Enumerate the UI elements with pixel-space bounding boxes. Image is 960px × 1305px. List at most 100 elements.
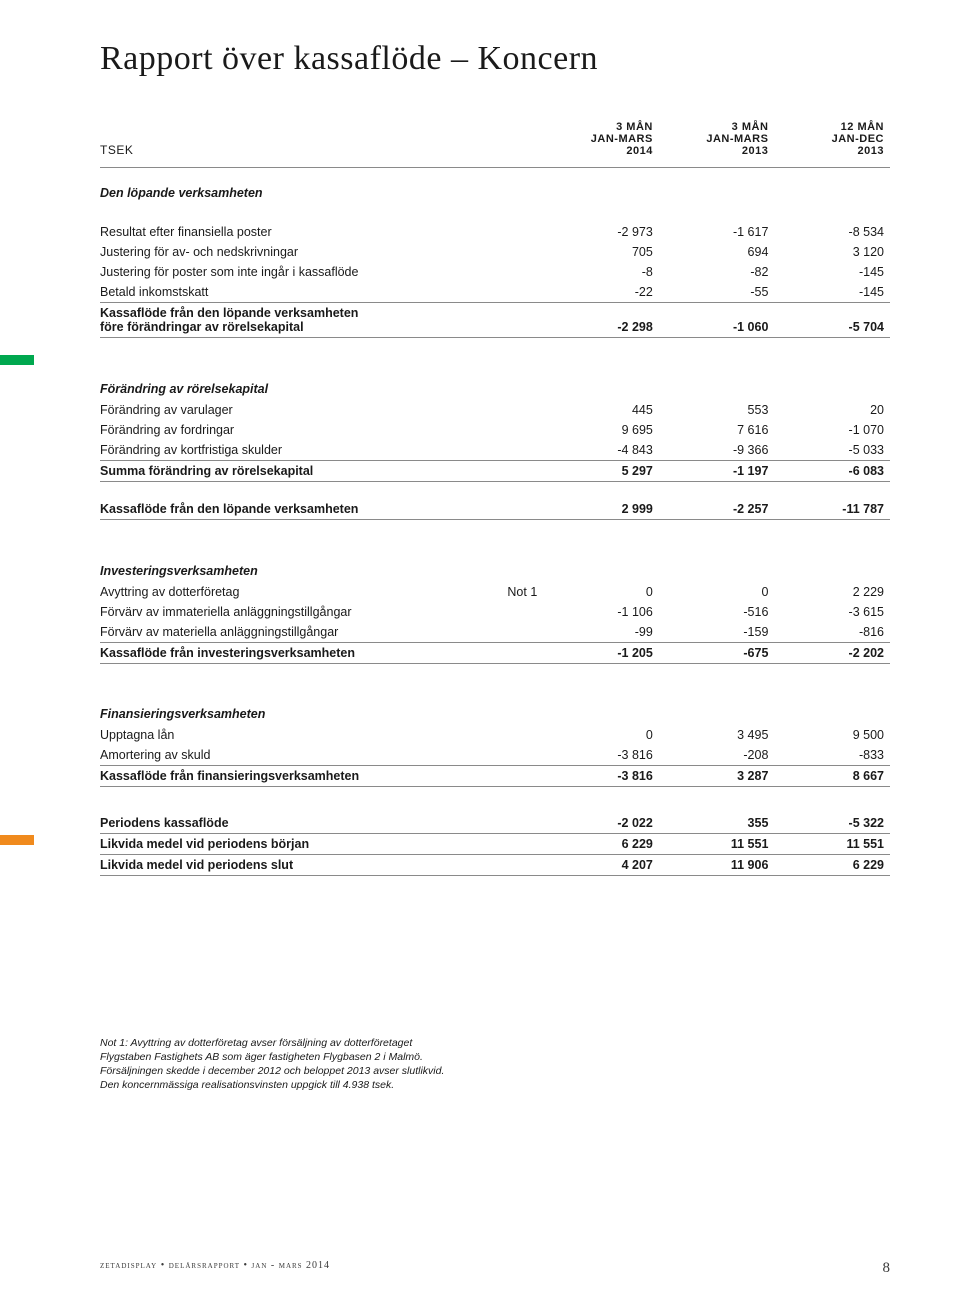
cell-value: -1 070	[774, 420, 890, 440]
cell-note	[480, 338, 543, 364]
cell-label: Justering för av- och nedskrivningar	[100, 242, 480, 262]
cell-value	[543, 520, 659, 546]
cell-value: 2 999	[543, 499, 659, 520]
table-row: Förändring av fordringar9 6957 616-1 070	[100, 420, 890, 440]
table-row: Investeringsverksamheten	[100, 546, 890, 582]
table-row: Amortering av skuld-3 816-208-833	[100, 745, 890, 766]
cell-value: 6 229	[543, 833, 659, 854]
cell-value	[659, 364, 775, 400]
cell-value	[659, 520, 775, 546]
table-row: Periodens kassaflöde-2 022355-5 322	[100, 813, 890, 834]
cell-label: Likvida medel vid periodens slut	[100, 854, 480, 875]
cell-label	[100, 204, 480, 222]
table-row	[100, 204, 890, 222]
table-row: Justering för av- och nedskrivningar7056…	[100, 242, 890, 262]
cell-value: -4 843	[543, 440, 659, 461]
cell-label: Förändring av rörelsekapital	[100, 364, 480, 400]
table-row	[100, 663, 890, 689]
cell-value: -5 704	[774, 303, 890, 338]
table-row: Kassaflöde från den löpande verksamheten…	[100, 499, 890, 520]
cell-value	[543, 204, 659, 222]
cell-value: -1 106	[543, 602, 659, 622]
cell-value	[543, 663, 659, 689]
cell-value: -3 615	[774, 602, 890, 622]
cell-note	[480, 400, 543, 420]
cell-note	[480, 303, 543, 338]
cell-label: Likvida medel vid periodens början	[100, 833, 480, 854]
cell-value: -145	[774, 262, 890, 282]
th-col1: 3 MÅN JAN-MARS 2014	[543, 118, 659, 168]
cell-value: 5 297	[543, 460, 659, 481]
cell-value: -208	[659, 745, 775, 766]
cell-label: Förändring av varulager	[100, 400, 480, 420]
cell-note	[480, 725, 543, 745]
cell-value	[774, 546, 890, 582]
cell-value: 0	[543, 725, 659, 745]
page-footer: zetadisplay • delårsrapport • jan - mars…	[100, 1260, 890, 1277]
footnote-line: Försäljningen skedde i december 2012 och…	[100, 1064, 890, 1078]
th-col2: 3 MÅN JAN-MARS 2013	[659, 118, 775, 168]
cell-label: Periodens kassaflöde	[100, 813, 480, 834]
cell-value: -5 033	[774, 440, 890, 461]
cell-value: 4 207	[543, 854, 659, 875]
table-row: Kassaflöde från finansieringsverksamhete…	[100, 766, 890, 787]
table-row: Resultat efter finansiella poster-2 973-…	[100, 222, 890, 242]
cell-value: -99	[543, 622, 659, 643]
cell-value	[659, 204, 775, 222]
table-body: Den löpande verksamhetenResultat efter f…	[100, 168, 890, 876]
cell-value: -159	[659, 622, 775, 643]
cell-note	[480, 420, 543, 440]
cell-label	[100, 481, 480, 499]
cell-value: 0	[659, 582, 775, 602]
cell-note	[480, 204, 543, 222]
cell-label: Avyttring av dotterföretag	[100, 582, 480, 602]
cell-label: Upptagna lån	[100, 725, 480, 745]
cell-value	[543, 546, 659, 582]
cell-value: -22	[543, 282, 659, 303]
cell-value	[774, 663, 890, 689]
footnote-line: Not 1: Avyttring av dotterföretag avser …	[100, 1036, 890, 1050]
cell-note	[480, 242, 543, 262]
cell-value: -1 205	[543, 642, 659, 663]
cell-value	[543, 787, 659, 813]
cell-value: -1 197	[659, 460, 775, 481]
cell-value	[543, 481, 659, 499]
cell-value	[543, 168, 659, 205]
cell-value: 9 695	[543, 420, 659, 440]
cell-value	[774, 364, 890, 400]
cell-value	[774, 338, 890, 364]
cell-label	[100, 663, 480, 689]
table-row: Förändring av kortfristiga skulder-4 843…	[100, 440, 890, 461]
cell-label: Förvärv av immateriella anläggningstillg…	[100, 602, 480, 622]
cell-label	[100, 787, 480, 813]
cell-value: -2 298	[543, 303, 659, 338]
footnote-line: Flygstaben Fastighets AB som äger fastig…	[100, 1050, 890, 1064]
cell-value: 0	[543, 582, 659, 602]
cell-label: Finansieringsverksamheten	[100, 689, 480, 725]
table-row	[100, 338, 890, 364]
table-row	[100, 481, 890, 499]
cell-label: Investeringsverksamheten	[100, 546, 480, 582]
cell-value	[659, 663, 775, 689]
table-row: Justering för poster som inte ingår i ka…	[100, 262, 890, 282]
cell-note	[480, 520, 543, 546]
cell-value: -1 060	[659, 303, 775, 338]
cell-note	[480, 262, 543, 282]
cell-note	[480, 854, 543, 875]
cell-value	[543, 689, 659, 725]
cashflow-table: TSEK 3 MÅN JAN-MARS 2014 3 MÅN JAN-MARS …	[100, 118, 890, 876]
table-row: Likvida medel vid periodens början6 2291…	[100, 833, 890, 854]
accent-bar-orange	[0, 835, 34, 845]
cell-value: -9 366	[659, 440, 775, 461]
cell-label: Betald inkomstskatt	[100, 282, 480, 303]
cell-label: Justering för poster som inte ingår i ka…	[100, 262, 480, 282]
cell-value: 6 229	[774, 854, 890, 875]
cell-value: -816	[774, 622, 890, 643]
cell-value	[543, 364, 659, 400]
cell-note	[480, 440, 543, 461]
cell-note	[480, 787, 543, 813]
cell-label: Kassaflöde från den löpande verksamheten	[100, 499, 480, 520]
table-row: Betald inkomstskatt-22-55-145	[100, 282, 890, 303]
cell-value: -2 973	[543, 222, 659, 242]
cell-value: 3 120	[774, 242, 890, 262]
